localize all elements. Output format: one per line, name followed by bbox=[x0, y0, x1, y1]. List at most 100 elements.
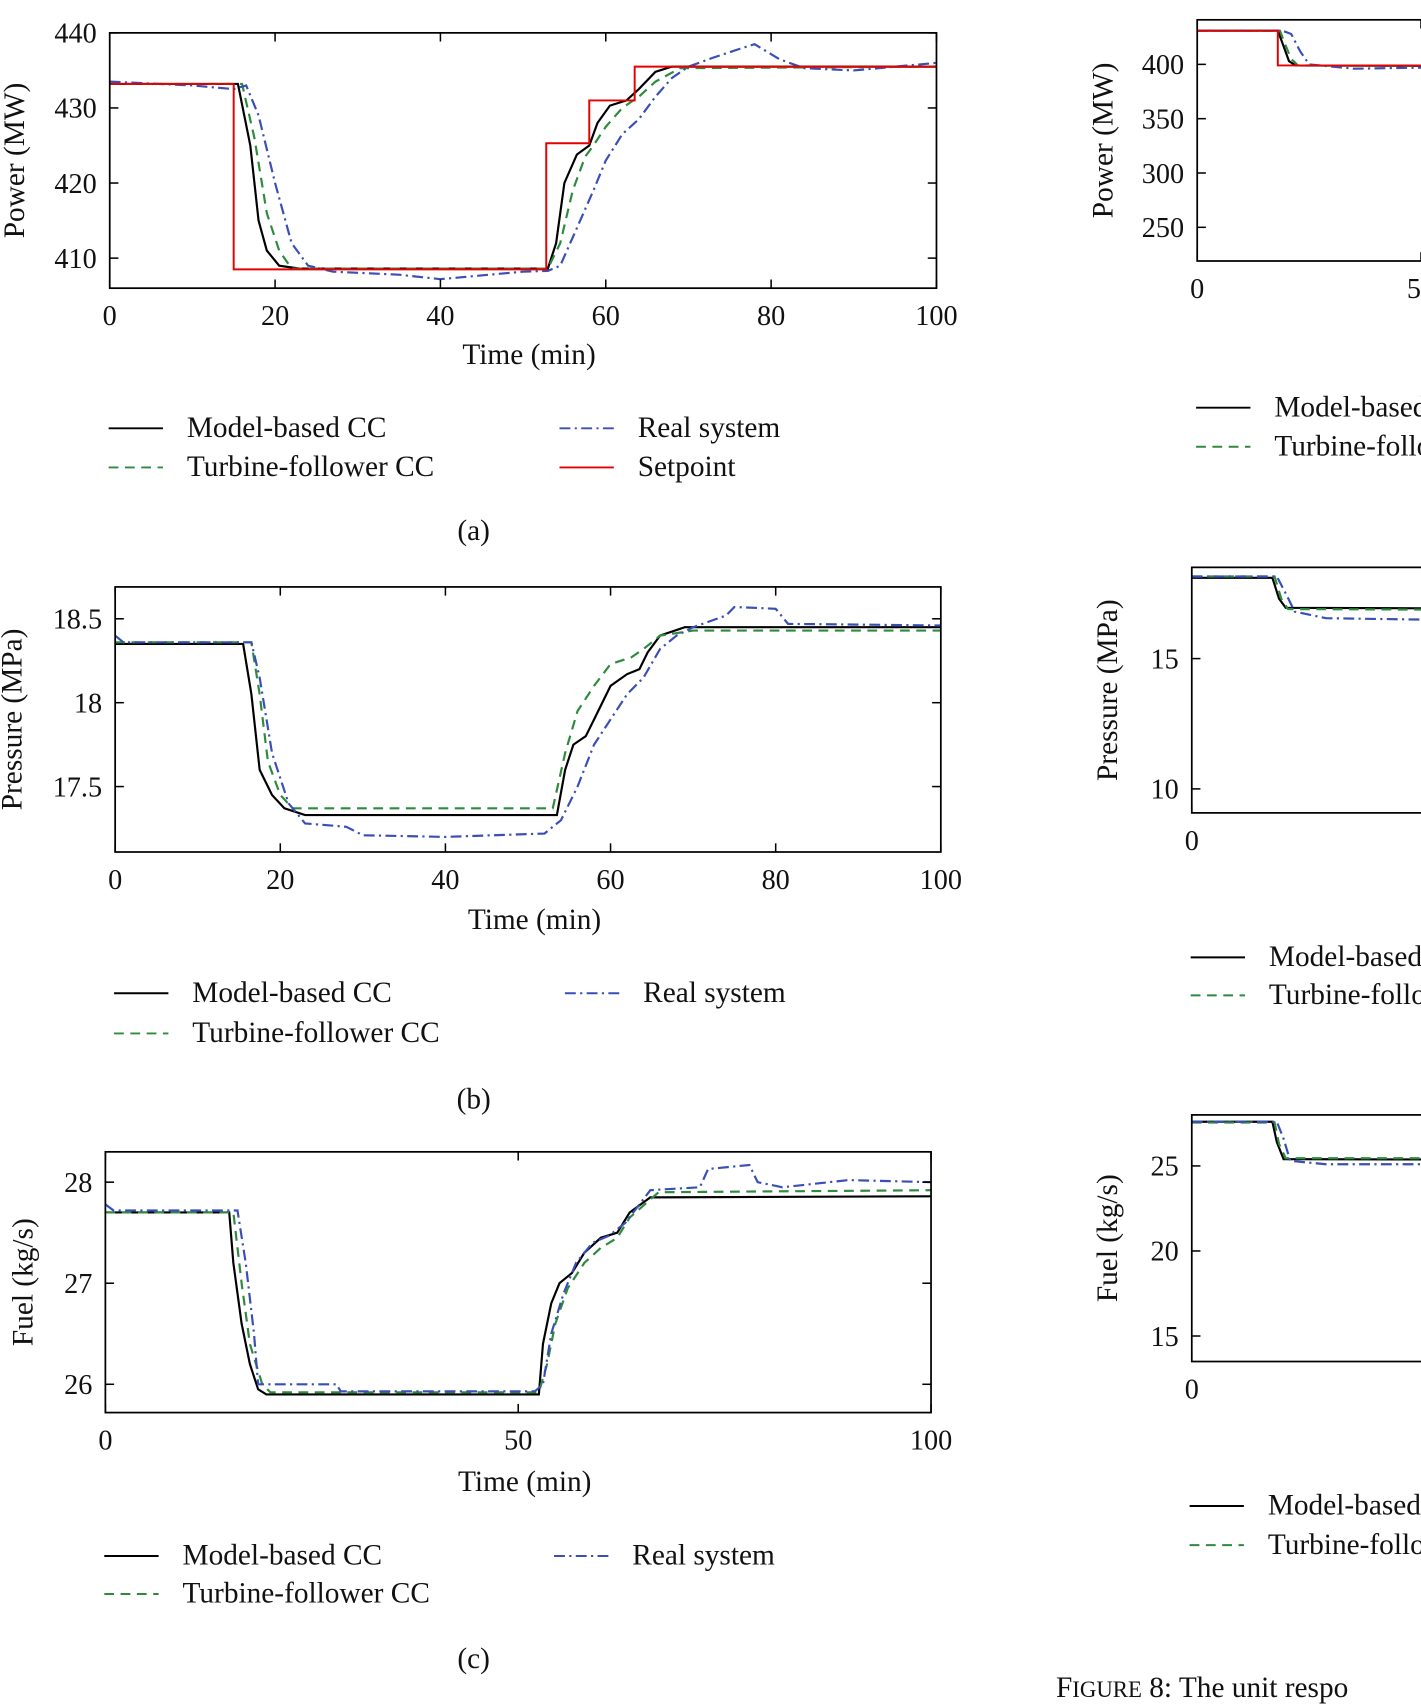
x-tick-label: 20 bbox=[266, 865, 294, 896]
y-axis-label: Power (MW) bbox=[0, 83, 31, 239]
y-axis-label: Power (MW) bbox=[1087, 63, 1119, 219]
legend-label: Model-based CC bbox=[1274, 391, 1421, 423]
x-axis-label: Time (min) bbox=[468, 904, 601, 936]
series-line-real-system bbox=[1197, 29, 1421, 70]
legend-label: Real system bbox=[638, 412, 781, 444]
y-axis-label: Fuel (kg/s) bbox=[8, 1218, 40, 1346]
x-tick-label: 40 bbox=[426, 301, 454, 332]
series-line-turbine-follower-cc bbox=[1191, 1121, 1421, 1160]
series-line-model-based-cc bbox=[1191, 1120, 1421, 1161]
legend-item: Turbine-follower CC bbox=[108, 451, 434, 483]
x-tick-label: 40 bbox=[431, 865, 459, 896]
chart-panel-3: 0 50 100 26 27 28 Time (min) Fuel (kg/s) Model-b… bbox=[8, 1150, 952, 1675]
chart-panel-5: 010 15 Pressure (MPa) Model-based CC Turbine… bbox=[1092, 566, 1421, 1011]
chart-panel-4: 0 50 250 300 350 400 Power (MW) Model-based CC T… bbox=[1087, 18, 1421, 462]
series-line-model-based-cc bbox=[109, 65, 937, 270]
legend-label: Turbine-follower CC bbox=[183, 1578, 430, 1610]
series-line-real-system bbox=[1191, 1120, 1421, 1166]
legend-item: Model-based CC bbox=[104, 1540, 382, 1572]
series-group bbox=[109, 42, 937, 281]
legend-item: Model-based CC bbox=[114, 977, 392, 1009]
series-line-real-system bbox=[115, 605, 941, 838]
legend-item: Model-based CC bbox=[108, 412, 387, 444]
plot-frame bbox=[104, 1150, 932, 1414]
plot-frame bbox=[1196, 18, 1421, 262]
y-tick-label: 18 bbox=[74, 688, 102, 719]
panel-label: (b) bbox=[457, 1083, 491, 1115]
legend-item: Setpoint bbox=[559, 451, 735, 483]
x-tick-label: 80 bbox=[757, 301, 785, 332]
y-tick-label: 440 bbox=[54, 19, 96, 50]
y-axis-label: Fuel (kg/s) bbox=[1092, 1174, 1124, 1302]
x-tick-label: 0 bbox=[1185, 1374, 1199, 1405]
series-line-model-based-cc bbox=[115, 626, 941, 817]
series-line-model-based-cc bbox=[105, 1195, 932, 1396]
x-tick-label: 60 bbox=[592, 301, 620, 332]
y-tick-label: 25 bbox=[1151, 1152, 1179, 1183]
x-tick-label: 50 bbox=[1407, 274, 1421, 305]
legend-label: Turbine-follower CC bbox=[1269, 979, 1421, 1011]
y-axis-label: Pressure (MPa) bbox=[0, 629, 29, 811]
x-tick-label: 100 bbox=[910, 1426, 952, 1457]
legend-item: Turbine-follower CC bbox=[1189, 1529, 1421, 1561]
y-tick-label: 410 bbox=[54, 244, 96, 275]
y-tick-label: 350 bbox=[1142, 104, 1184, 135]
x-tick-label: 0 bbox=[103, 301, 117, 332]
legend-label: Real system bbox=[632, 1540, 775, 1572]
legend-item: Model-based CC bbox=[1190, 941, 1421, 973]
x-tick-label: 0 bbox=[1190, 274, 1204, 305]
x-tick-label: 100 bbox=[920, 865, 962, 896]
chart-panel-6: 015 20 25 Fuel (kg/s) Model-based CC Turbine-… bbox=[1092, 1114, 1421, 1561]
x-tick-label: 60 bbox=[596, 865, 624, 896]
series-group bbox=[105, 1163, 932, 1396]
x-tick-label: 50 bbox=[504, 1426, 532, 1457]
legend-item: Real system bbox=[554, 1540, 775, 1572]
plot-frame bbox=[114, 586, 942, 853]
legend-label: Real system bbox=[643, 977, 786, 1009]
series-group bbox=[1191, 575, 1421, 621]
series-line-turbine-follower-cc bbox=[1191, 575, 1421, 611]
plot-frame bbox=[108, 31, 938, 290]
series-group bbox=[1197, 29, 1421, 70]
series-group bbox=[115, 605, 941, 838]
x-tick-label: 20 bbox=[261, 301, 289, 332]
legend-label: Turbine-follower CC bbox=[1268, 1529, 1421, 1561]
y-tick-label: 28 bbox=[64, 1168, 92, 1199]
legend-label: Model-based CC bbox=[1268, 1490, 1421, 1522]
series-line-turbine-follower-cc bbox=[1197, 29, 1421, 67]
series-line-setpoint bbox=[1197, 29, 1421, 67]
legend-item: Model-based CC bbox=[1196, 391, 1421, 423]
series-group bbox=[1191, 1120, 1421, 1166]
legend-item: Real system bbox=[559, 412, 780, 444]
y-tick-label: 27 bbox=[64, 1269, 92, 1300]
y-tick-label: 18.5 bbox=[53, 605, 102, 636]
series-line-setpoint bbox=[109, 65, 937, 271]
series-line-real-system bbox=[105, 1163, 932, 1393]
y-tick-label: 10 bbox=[1151, 775, 1179, 806]
y-tick-label: 300 bbox=[1142, 159, 1184, 190]
series-line-turbine-follower-cc bbox=[109, 65, 937, 270]
series-line-turbine-follower-cc bbox=[115, 629, 941, 810]
series-line-model-based-cc bbox=[1191, 576, 1421, 610]
x-axis-label: Time (min) bbox=[458, 1466, 591, 1498]
legend-label: Model-based CC bbox=[187, 412, 387, 444]
y-tick-label: 20 bbox=[1151, 1237, 1179, 1268]
x-tick-label: 0 bbox=[1185, 826, 1199, 857]
y-tick-label: 15 bbox=[1151, 644, 1179, 675]
legend-item: Turbine-follower CC bbox=[1196, 430, 1421, 462]
legend-label: Model-based CC bbox=[192, 977, 392, 1009]
legend-item: Turbine-follower CC bbox=[104, 1578, 430, 1610]
legend-item: Turbine-follower CC bbox=[114, 1017, 440, 1049]
legend-label: Setpoint bbox=[638, 451, 736, 483]
legend-label: Model-based CC bbox=[183, 1540, 383, 1572]
x-tick-label: 100 bbox=[915, 301, 957, 332]
legend-label: Turbine-follower CC bbox=[187, 451, 434, 483]
x-tick-label: 0 bbox=[98, 1426, 112, 1457]
legend-label: Turbine-follower CC bbox=[192, 1017, 439, 1049]
y-axis-label: Pressure (MPa) bbox=[1092, 599, 1124, 781]
chart-panel-2: 0 20 40 60 80 100 17.5 18 18.5 Time (min) Pressure… bbox=[0, 586, 962, 1115]
legend-item: Real system bbox=[564, 977, 786, 1009]
series-line-real-system bbox=[1191, 575, 1421, 621]
y-tick-label: 400 bbox=[1142, 50, 1184, 81]
